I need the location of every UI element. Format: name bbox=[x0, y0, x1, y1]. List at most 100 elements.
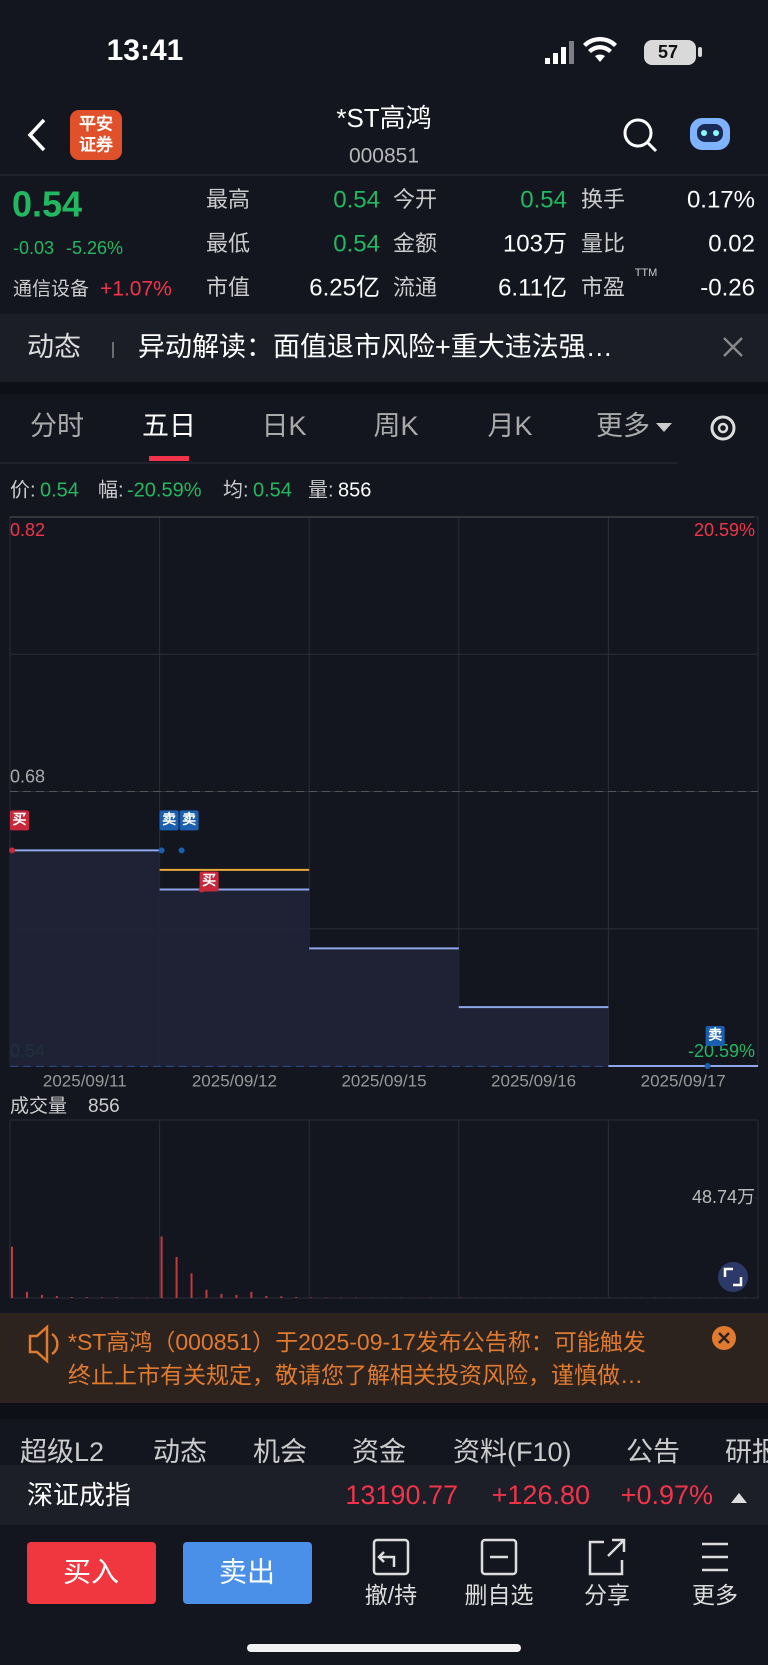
search-button[interactable] bbox=[623, 118, 658, 153]
y2-tick-label: -20.59% bbox=[688, 1041, 755, 1061]
trade-marker bbox=[179, 810, 199, 831]
tool-label[interactable]: 删自选 bbox=[465, 1582, 534, 1608]
change-pct: -5.26% bbox=[66, 238, 123, 258]
section-tab[interactable]: 资料(F10) bbox=[453, 1437, 572, 1467]
battery-level: 57 bbox=[658, 42, 678, 62]
news-bar[interactable] bbox=[0, 314, 768, 382]
quote-value: -0.26 bbox=[700, 274, 755, 301]
settings-button[interactable] bbox=[710, 415, 736, 441]
section-tab[interactable]: 公告 bbox=[626, 1437, 680, 1467]
readout-value: 0.54 bbox=[253, 479, 292, 501]
period-tab[interactable]: 月K bbox=[487, 411, 532, 441]
logo-text: 证券 bbox=[79, 134, 114, 154]
quote-value: 6.11亿 bbox=[498, 274, 567, 301]
period-tab[interactable]: 五日 bbox=[142, 411, 196, 441]
area-fill bbox=[159, 889, 310, 1066]
x-tick-label: 2025/09/11 bbox=[43, 1071, 127, 1090]
news-text[interactable]: 异动解读：面值退市风险+重大违法强… bbox=[138, 332, 613, 362]
trade-marker bbox=[199, 871, 219, 892]
trade-marker-label: 卖 bbox=[708, 1027, 722, 1043]
quote-value: 0.54 bbox=[333, 230, 380, 257]
quote-value: 103万 bbox=[503, 230, 567, 257]
section-tab[interactable]: 机会 bbox=[253, 1437, 307, 1467]
trade-marker-label: 买 bbox=[13, 811, 27, 827]
index-name: 深证成指 bbox=[27, 1480, 131, 1510]
volume-bar bbox=[175, 1256, 178, 1298]
quote-value: 0.54 bbox=[333, 186, 380, 213]
volume-bar bbox=[205, 1289, 208, 1298]
y2-tick-label: 20.59% bbox=[694, 520, 755, 540]
sell-label[interactable]: 卖出 bbox=[219, 1556, 275, 1587]
section-tab[interactable]: 超级L2 bbox=[20, 1437, 104, 1467]
buy-button[interactable] bbox=[27, 1542, 156, 1604]
readout-value: -20.59% bbox=[127, 479, 202, 501]
trade-point bbox=[158, 847, 165, 854]
close-notice[interactable] bbox=[712, 1326, 736, 1350]
area-fill bbox=[309, 948, 459, 1066]
tab-underline bbox=[149, 456, 189, 461]
readout-value: 856 bbox=[338, 479, 371, 501]
trade-marker-label: 卖 bbox=[182, 811, 196, 827]
stock-code: 000851 bbox=[349, 145, 419, 168]
y-tick-label: 48.74万 bbox=[692, 1187, 755, 1207]
gap bbox=[0, 1403, 768, 1419]
buy-label[interactable]: 买入 bbox=[63, 1556, 119, 1587]
section-tab[interactable]: 资金 bbox=[352, 1437, 406, 1467]
quote-value: 0.17% bbox=[687, 186, 755, 213]
quote-value: 0.54 bbox=[520, 186, 567, 213]
readout-label: 价: bbox=[10, 479, 36, 501]
back-button[interactable] bbox=[27, 118, 46, 152]
x-tick-label: 2025/09/17 bbox=[641, 1071, 726, 1090]
close-news[interactable] bbox=[723, 337, 743, 357]
plot-frame bbox=[9, 1119, 759, 1299]
section-tab[interactable]: 动态 bbox=[153, 1437, 207, 1467]
more-triangle bbox=[656, 423, 672, 432]
volume-bar bbox=[85, 1297, 88, 1298]
tool-label[interactable]: 更多 bbox=[692, 1582, 738, 1608]
quote-label: 市值 bbox=[206, 275, 250, 300]
volume-bar bbox=[265, 1295, 268, 1298]
quote-label: 市盈 bbox=[581, 275, 625, 300]
volume-bar bbox=[40, 1294, 43, 1298]
y-tick-label: 0.68 bbox=[10, 766, 45, 786]
volume-bar bbox=[250, 1291, 253, 1298]
tool-icons bbox=[372, 1538, 728, 1576]
tool-label[interactable]: 撤/持 bbox=[365, 1582, 417, 1608]
assistant-button[interactable] bbox=[690, 118, 730, 150]
index-value: 13190.77 bbox=[345, 1480, 458, 1510]
period-tab[interactable]: 周K bbox=[373, 411, 418, 441]
expand-arrow[interactable] bbox=[731, 1493, 747, 1503]
volume-bar bbox=[220, 1293, 223, 1298]
fullscreen-button[interactable] bbox=[718, 1262, 748, 1292]
index-change: +126.80 bbox=[492, 1480, 590, 1510]
period-tab[interactable]: 日K bbox=[261, 411, 306, 441]
tool-label[interactable]: 分享 bbox=[584, 1582, 630, 1608]
trade-point bbox=[9, 847, 15, 854]
quote-label: 今开 bbox=[393, 187, 437, 212]
home-indicator bbox=[247, 1644, 521, 1652]
x-tick-label: 2025/09/16 bbox=[491, 1071, 576, 1090]
volume-bar bbox=[280, 1296, 283, 1298]
broker-logo bbox=[70, 110, 122, 160]
volume-bar bbox=[310, 1297, 313, 1298]
volume-title: 成交量 bbox=[10, 1095, 67, 1117]
trade-marker bbox=[159, 810, 179, 831]
sell-button[interactable] bbox=[183, 1542, 312, 1604]
quote-value: 0.02 bbox=[708, 230, 755, 257]
speaker-icon bbox=[28, 1324, 59, 1364]
quote-label-sup: TTM bbox=[635, 267, 658, 279]
section-tab[interactable]: 研报 bbox=[725, 1437, 768, 1467]
change: -0.03 bbox=[13, 238, 54, 258]
index-change-pct: +0.97% bbox=[621, 1480, 713, 1510]
trade-marker-label: 卖 bbox=[162, 811, 176, 827]
trade-point bbox=[198, 886, 205, 893]
area-fill bbox=[458, 1007, 609, 1066]
period-tab[interactable]: 更多 bbox=[596, 411, 650, 441]
volume-bar bbox=[100, 1297, 103, 1298]
notice-banner[interactable] bbox=[0, 1313, 768, 1403]
x-tick-label: 2025/09/15 bbox=[341, 1071, 426, 1090]
volume-bar bbox=[70, 1296, 73, 1298]
period-tab[interactable]: 分时 bbox=[30, 411, 84, 441]
